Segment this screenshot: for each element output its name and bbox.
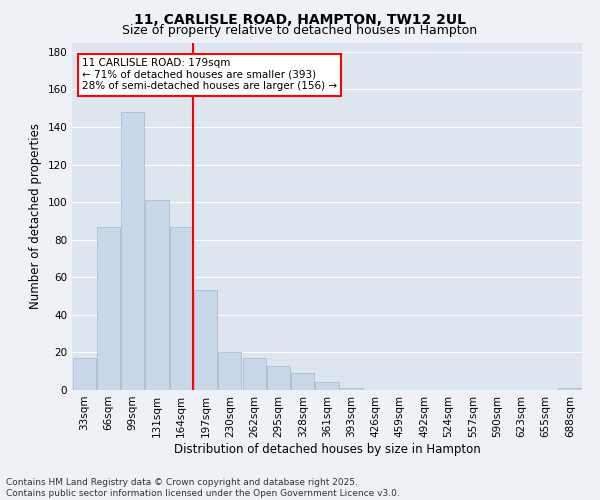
Bar	[194, 290, 217, 390]
Bar	[316, 382, 338, 390]
Bar	[121, 112, 144, 390]
Bar	[242, 358, 266, 390]
Y-axis label: Number of detached properties: Number of detached properties	[29, 123, 42, 309]
Bar	[73, 358, 95, 390]
Bar	[340, 388, 363, 390]
Bar	[218, 352, 241, 390]
Bar	[291, 373, 314, 390]
X-axis label: Distribution of detached houses by size in Hampton: Distribution of detached houses by size …	[173, 442, 481, 456]
Bar	[97, 226, 120, 390]
Text: 11 CARLISLE ROAD: 179sqm
← 71% of detached houses are smaller (393)
28% of semi-: 11 CARLISLE ROAD: 179sqm ← 71% of detach…	[82, 58, 337, 92]
Bar	[145, 200, 169, 390]
Text: 11, CARLISLE ROAD, HAMPTON, TW12 2UL: 11, CARLISLE ROAD, HAMPTON, TW12 2UL	[134, 12, 466, 26]
Text: Size of property relative to detached houses in Hampton: Size of property relative to detached ho…	[122, 24, 478, 37]
Bar	[559, 388, 581, 390]
Bar	[170, 226, 193, 390]
Text: Contains HM Land Registry data © Crown copyright and database right 2025.
Contai: Contains HM Land Registry data © Crown c…	[6, 478, 400, 498]
Bar	[267, 366, 290, 390]
